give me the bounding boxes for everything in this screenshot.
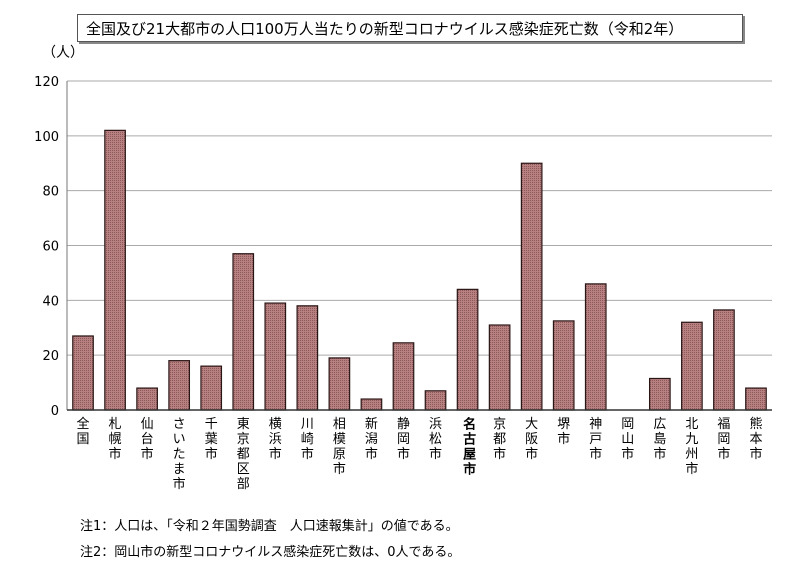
bar	[584, 283, 607, 411]
chart-title: 全国及び21大都市の人口100万人当たりの新型コロナウイルス感染症死亡数（令和2…	[77, 14, 743, 42]
note-2: 注2：岡山市の新型コロナウイルス感染症死亡数は、0人である。	[80, 545, 461, 560]
x-tick-label: 全国	[77, 416, 90, 447]
bar	[745, 387, 767, 411]
y-tick-label: 80	[42, 185, 59, 200]
bar	[552, 320, 575, 411]
x-tick-label: 浜松市	[429, 417, 442, 462]
bar	[392, 342, 415, 411]
bar	[713, 309, 735, 411]
y-tick-label: 0	[51, 404, 59, 419]
x-tick-label: 岡山市	[621, 417, 634, 462]
x-tick-label-highlighted: 名古屋市	[460, 417, 476, 477]
bar	[136, 387, 158, 411]
x-tick-label: 相模原市	[333, 417, 346, 477]
note-1: 注1：人口は、「令和２年国勢調査 人口速報集計」の値である。	[80, 519, 459, 534]
bar	[328, 357, 351, 411]
bar	[296, 305, 319, 411]
y-tick-label: 60	[42, 240, 59, 255]
y-tick-label: 40	[42, 294, 59, 309]
x-tick-label: 北九州市	[685, 417, 698, 477]
y-tick-label: 120	[34, 75, 59, 90]
x-tick-label: 熊本市	[749, 416, 762, 462]
bar	[72, 335, 94, 411]
bar	[648, 377, 671, 411]
y-tick-label: 100	[34, 130, 59, 145]
bar	[168, 360, 191, 411]
bar	[520, 162, 543, 411]
bar	[360, 398, 383, 411]
y-axis-unit: （人）	[42, 45, 84, 61]
y-tick-label: 20	[42, 349, 59, 364]
x-tick-label: 千葉市	[205, 417, 218, 462]
bar	[424, 390, 447, 411]
bar	[232, 253, 255, 411]
x-tick-label: 横浜市	[269, 417, 282, 462]
x-tick-label: 堺市	[557, 417, 570, 447]
bar	[456, 288, 479, 411]
x-tick-label: 札幌市	[109, 417, 122, 462]
x-tick-label: 東京都区部	[237, 416, 250, 492]
bar	[104, 129, 126, 411]
x-tick-label: さいたま市	[173, 417, 186, 492]
x-tick-label: 大阪市	[525, 417, 538, 462]
x-tick-label: 神戸市	[589, 417, 602, 462]
x-tick-label: 福岡市	[717, 417, 730, 462]
bar	[488, 324, 511, 411]
bar	[681, 321, 703, 411]
x-tick-label: 静岡市	[397, 417, 410, 462]
x-tick-label: 仙台市	[141, 417, 154, 462]
x-tick-label: 広島市	[653, 417, 666, 462]
x-tick-label: 京都市	[493, 417, 506, 462]
x-tick-label: 新潟市	[365, 416, 378, 462]
bar	[200, 365, 223, 411]
bar	[264, 302, 287, 411]
x-tick-label: 川崎市	[301, 417, 314, 462]
